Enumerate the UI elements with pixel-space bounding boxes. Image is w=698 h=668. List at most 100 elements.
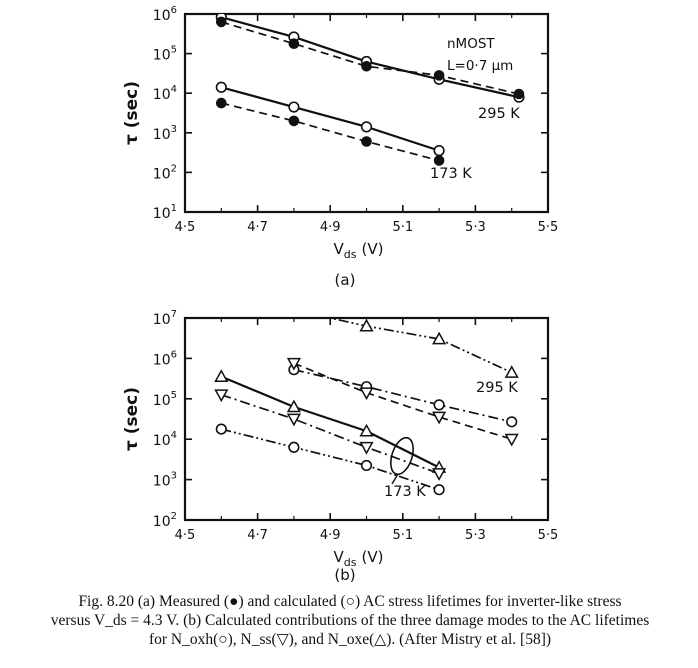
point-open-triangle [214, 369, 229, 382]
y-tick-base: 10 [153, 352, 171, 368]
y-tick-exponent: 1 [171, 203, 177, 214]
series-line-4 [221, 393, 440, 475]
point-open-triangle-down [359, 387, 374, 401]
y-tick-label: 102 [153, 511, 177, 530]
point-filled-circle [288, 38, 300, 50]
series-group-label: 295 K [476, 380, 518, 396]
caption-line-1: Fig. 8.20 (a) Measured (●) and calculate… [78, 593, 622, 610]
point-filled-circle [433, 155, 445, 166]
y-tick-label: 106 [153, 5, 177, 24]
point-open-triangle-down [359, 441, 374, 455]
point-open-triangle-down [432, 468, 447, 481]
y-tick-label: 107 [153, 309, 177, 328]
y-tick-base: 10 [153, 206, 171, 222]
group-encircle-leader [391, 473, 399, 485]
point-open-circle [433, 399, 445, 411]
point-open-circle [433, 145, 445, 157]
y-tick-exponent: 4 [171, 84, 177, 95]
series-line-1 [221, 21, 520, 95]
point-filled-circle [513, 88, 525, 100]
y-tick-exponent: 2 [171, 163, 177, 174]
point-open-triangle-down [504, 433, 519, 447]
y-tick-label: 105 [153, 390, 177, 409]
x-axis-label-main: V [334, 240, 345, 258]
y-tick-base: 10 [153, 166, 171, 182]
point-open-circle [506, 416, 518, 428]
x-axis-label: Vds (V) [334, 240, 384, 261]
x-axis-label: Vds (V) [334, 548, 384, 569]
x-axis-label-unit: (V) [362, 548, 384, 566]
y-tick-label: 103 [153, 124, 177, 143]
x-tick-label: 4·9 [320, 220, 341, 235]
y-tick-exponent: 5 [171, 45, 177, 56]
series-line-0 [326, 318, 513, 374]
y-tick-label: 101 [153, 203, 177, 222]
y-axis-label: τ (sec) [122, 387, 142, 451]
point-open-circle [433, 484, 445, 496]
y-tick-exponent: 3 [171, 471, 177, 482]
y-tick-base: 10 [153, 514, 171, 530]
plot-frame [183, 316, 550, 522]
point-filled-circle [216, 97, 227, 109]
y-tick-exponent: 3 [171, 124, 177, 135]
x-tick-label: 5·5 [538, 220, 559, 235]
point-open-triangle-down [432, 411, 447, 425]
y-tick-exponent: 4 [171, 430, 177, 441]
device-annotation: nMOST [447, 36, 495, 52]
point-open-circle [360, 121, 373, 133]
panel-label: (b) [334, 566, 355, 584]
point-filled-circle [361, 60, 372, 72]
x-tick-label: 5·1 [392, 528, 413, 543]
point-open-circle [288, 101, 300, 113]
y-tick-label: 105 [153, 45, 177, 64]
x-axis-label-unit: (V) [362, 240, 384, 258]
series-line-5 [221, 428, 440, 491]
y-tick-exponent: 2 [171, 511, 177, 522]
point-open-triangle-down [286, 357, 301, 371]
y-tick-exponent: 7 [171, 309, 177, 320]
series-line-3 [220, 375, 440, 469]
y-tick-exponent: 5 [171, 390, 177, 401]
y-tick-label: 102 [153, 163, 177, 182]
x-tick-label: 5·5 [538, 528, 559, 543]
plot-data [215, 14, 525, 166]
point-filled-circle [288, 115, 300, 127]
y-tick-label: 104 [153, 84, 177, 103]
point-open-circle [360, 459, 373, 472]
point-open-triangle [288, 304, 300, 314]
x-axis-label-main: V [334, 548, 345, 566]
point-open-circle [288, 441, 300, 453]
x-tick-label: 5·3 [465, 528, 486, 543]
device-annotation: L=0·7 μm [447, 58, 513, 74]
y-tick-base: 10 [153, 433, 171, 449]
series-line-2 [221, 86, 440, 152]
y-tick-label: 104 [153, 430, 177, 449]
y-axis-label: τ (sec) [122, 81, 142, 145]
y-tick-base: 10 [153, 393, 171, 409]
y-tick-base: 10 [153, 48, 171, 64]
series-group-label: 173 K [430, 166, 472, 182]
caption-line-3: for N_oxh(○), N_ss(▽), and N_oxe(△). (Af… [148, 631, 552, 648]
point-filled-circle [361, 136, 372, 147]
point-open-triangle-down [286, 413, 301, 427]
point-open-circle [215, 81, 227, 93]
x-tick-label: 5·3 [465, 220, 486, 235]
point-open-triangle [359, 318, 374, 332]
series-line-1 [293, 368, 512, 423]
y-tick-exponent: 6 [171, 349, 177, 360]
y-tick-base: 10 [153, 127, 171, 143]
point-open-circle [215, 423, 227, 435]
series-group-label: 295 K [478, 106, 520, 122]
y-tick-label: 103 [153, 471, 177, 490]
caption-line-2: versus V_ds = 4.3 V. (b) Calculated cont… [50, 612, 650, 629]
plot-data [214, 304, 519, 496]
y-tick-label: 106 [153, 349, 177, 368]
x-tick-label: 4·5 [175, 528, 196, 543]
y-tick-base: 10 [153, 474, 171, 490]
figure-caption: Fig. 8.20 (a) Measured (●) and calculate… [6, 592, 694, 649]
series-line-3 [221, 102, 440, 162]
point-open-triangle [432, 331, 447, 345]
